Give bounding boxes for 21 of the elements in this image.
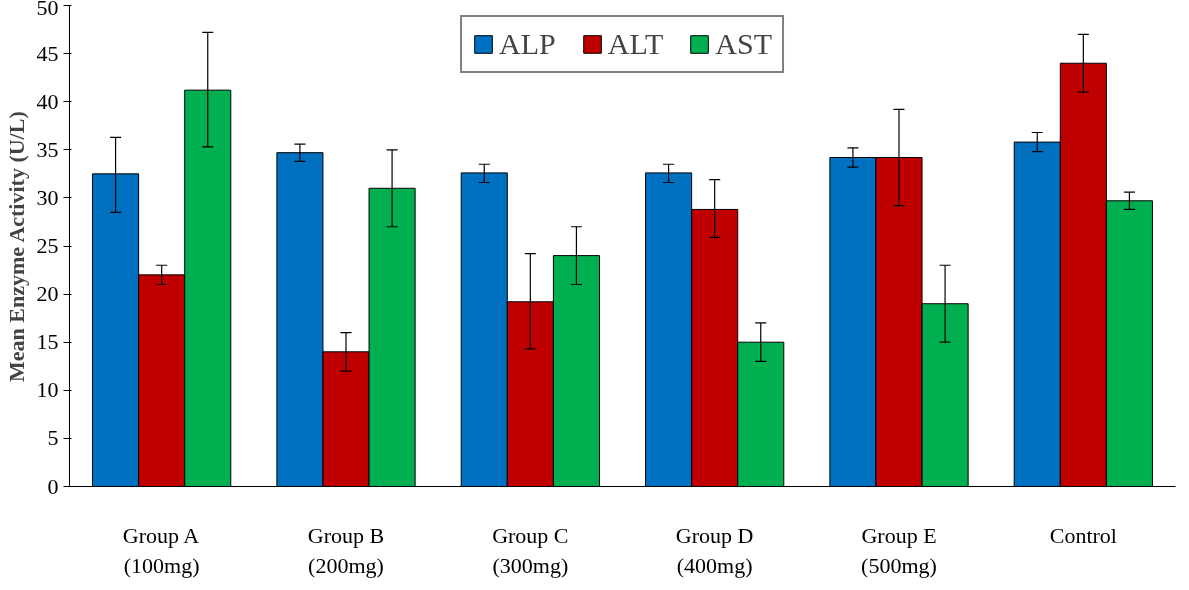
legend-label: AST xyxy=(715,27,772,61)
x-tick-label: Control xyxy=(1049,522,1117,548)
y-tick-label: 40 xyxy=(36,88,59,114)
x-tick-label: Group C (300mg) xyxy=(492,522,569,578)
y-tick-label: 45 xyxy=(36,40,59,66)
y-tick-label: 15 xyxy=(36,329,59,355)
y-tick-label: 30 xyxy=(36,184,59,210)
y-tick-label: 20 xyxy=(36,281,59,307)
y-tick-label: 35 xyxy=(36,136,59,162)
y-tick-label: 10 xyxy=(36,377,59,403)
legend-label: ALP xyxy=(499,27,556,61)
x-tick-label: Group A (100mg) xyxy=(122,522,200,578)
y-tick-label: 5 xyxy=(47,425,59,451)
y-tick-label: 25 xyxy=(36,233,59,258)
x-tick-label: Group D (400mg) xyxy=(675,522,754,578)
legend-label: ALT xyxy=(607,27,664,61)
x-tick-label: Group E (500mg) xyxy=(861,522,937,578)
x-tick-label: Group B (200mg) xyxy=(307,522,385,578)
y-axis-title: Mean Enzyme Activity (U/L) xyxy=(3,111,29,382)
y-tick-label: 0 xyxy=(47,473,59,499)
y-tick-label: 50 xyxy=(36,0,59,20)
